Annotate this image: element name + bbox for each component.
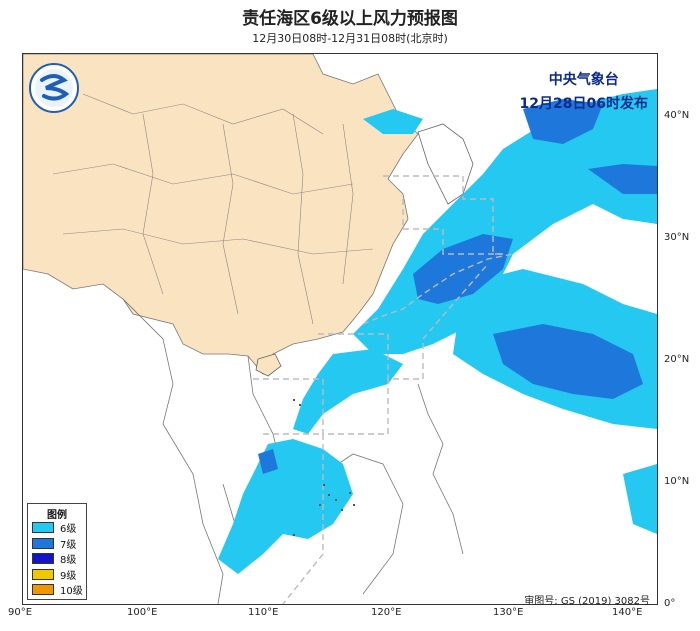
- review-number: 审图号: GS (2019) 3082号: [524, 596, 650, 607]
- legend-swatch: [32, 553, 54, 565]
- issuer-org: 中央气象台: [548, 72, 619, 88]
- province-borders: [52, 93, 374, 325]
- y-tick-label: 20°N: [664, 354, 690, 365]
- x-tick-label: 120°E: [371, 607, 402, 618]
- wind-map: [23, 54, 657, 604]
- legend-item: 8级: [28, 551, 86, 567]
- x-tick-label: 90°E: [8, 607, 33, 618]
- sea-area-boundaries: [253, 175, 514, 604]
- legend-item: 6级: [28, 520, 86, 536]
- map-frame: [22, 53, 658, 605]
- issuer-block: 中央气象台 12月28日06时发布: [520, 68, 648, 116]
- cma-logo-icon: [29, 63, 79, 113]
- island-dots: [293, 399, 355, 536]
- y-tick-label: 40°N: [664, 110, 690, 121]
- korea-land: [417, 123, 474, 205]
- y-tick-label: 0°: [664, 598, 676, 609]
- legend-item: 7级: [28, 536, 86, 552]
- map-subtitle: 12月30日08时-12月31日08时(北京时): [252, 32, 448, 45]
- map-title: 责任海区6级以上风力预报图: [242, 9, 458, 29]
- legend-title: 图例: [47, 510, 67, 521]
- legend-swatch: [32, 584, 54, 596]
- x-tick-label: 140°E: [612, 607, 643, 618]
- china-land: [23, 54, 419, 375]
- y-tick-label: 10°N: [664, 476, 690, 487]
- issuer-time: 12月28日06时发布: [519, 96, 648, 112]
- legend-item: 10级: [28, 582, 86, 598]
- x-tick-label: 100°E: [127, 607, 158, 618]
- x-tick-label: 110°E: [248, 607, 279, 618]
- legend: 图例 6级 7级 8级 9级 10级: [27, 503, 87, 600]
- legend-swatch: [32, 568, 54, 580]
- y-tick-label: 30°N: [664, 232, 690, 243]
- legend-item: 9级: [28, 567, 86, 583]
- legend-swatch: [32, 522, 54, 534]
- hainan-land: [255, 353, 282, 377]
- legend-swatch: [32, 537, 54, 549]
- x-tick-label: 130°E: [493, 607, 524, 618]
